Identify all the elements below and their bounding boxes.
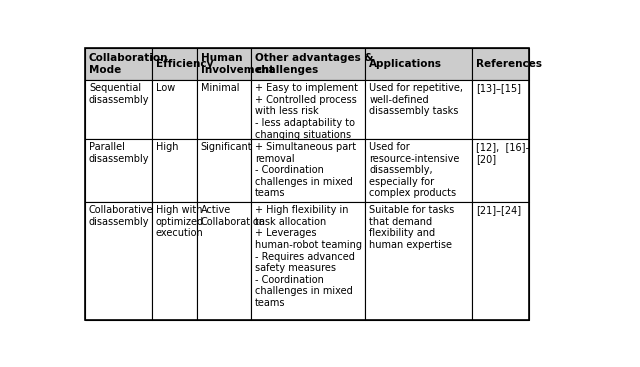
- Text: Applications: Applications: [369, 59, 442, 69]
- Bar: [85, 202, 152, 320]
- Bar: [472, 202, 529, 320]
- Bar: [251, 202, 365, 320]
- Bar: [365, 139, 472, 202]
- Bar: [472, 80, 529, 139]
- Text: Suitable for tasks
that demand
flexibility and
human expertise: Suitable for tasks that demand flexibili…: [369, 205, 454, 250]
- Bar: [152, 139, 196, 202]
- Text: Parallel
disassembly: Parallel disassembly: [89, 142, 149, 164]
- Text: [21]–[24]: [21]–[24]: [476, 205, 521, 215]
- Bar: [196, 80, 251, 139]
- Bar: [472, 48, 529, 80]
- Text: + High flexibility in
task allocation
+ Leverages
human-robot teaming
- Requires: + High flexibility in task allocation + …: [255, 205, 362, 308]
- Text: Sequential
disassembly: Sequential disassembly: [89, 83, 149, 105]
- Text: Used for repetitive,
well-defined
disassembly tasks: Used for repetitive, well-defined disass…: [369, 83, 463, 116]
- Bar: [472, 139, 529, 202]
- Text: Collaborative
disassembly: Collaborative disassembly: [89, 205, 154, 227]
- Text: Efficiency: Efficiency: [156, 59, 213, 69]
- Text: + Simultaneous part
removal
- Coordination
challenges in mixed
teams: + Simultaneous part removal - Coordinati…: [255, 142, 356, 199]
- Text: Minimal: Minimal: [200, 83, 239, 93]
- Bar: [85, 48, 529, 320]
- Text: Collaboration
Mode: Collaboration Mode: [89, 53, 168, 75]
- Bar: [152, 202, 196, 320]
- Text: [13]–[15]: [13]–[15]: [476, 83, 521, 93]
- Text: Significant: Significant: [200, 142, 252, 152]
- Bar: [85, 48, 152, 80]
- Text: + Easy to implement
+ Controlled process
with less risk
- less adaptability to
c: + Easy to implement + Controlled process…: [255, 83, 358, 139]
- Bar: [85, 80, 152, 139]
- Text: High with
optimized
execution: High with optimized execution: [156, 205, 204, 238]
- Text: Low: Low: [156, 83, 175, 93]
- Bar: [196, 202, 251, 320]
- Bar: [85, 139, 152, 202]
- Bar: [196, 139, 251, 202]
- Bar: [251, 80, 365, 139]
- Bar: [251, 48, 365, 80]
- Bar: [152, 80, 196, 139]
- Text: Active
Collaboration: Active Collaboration: [200, 205, 266, 227]
- Bar: [152, 48, 196, 80]
- Text: Other advantages &
challenges: Other advantages & challenges: [255, 53, 374, 75]
- Text: [12],  [16]–
[20]: [12], [16]– [20]: [476, 142, 530, 164]
- Bar: [365, 80, 472, 139]
- Text: High: High: [156, 142, 179, 152]
- Text: References: References: [476, 59, 542, 69]
- Text: Used for
resource-intensive
disassembly,
especially for
complex products: Used for resource-intensive disassembly,…: [369, 142, 460, 199]
- Bar: [365, 202, 472, 320]
- Bar: [365, 48, 472, 80]
- Bar: [196, 48, 251, 80]
- Text: Human
Involvement: Human Involvement: [200, 53, 274, 75]
- Bar: [251, 139, 365, 202]
